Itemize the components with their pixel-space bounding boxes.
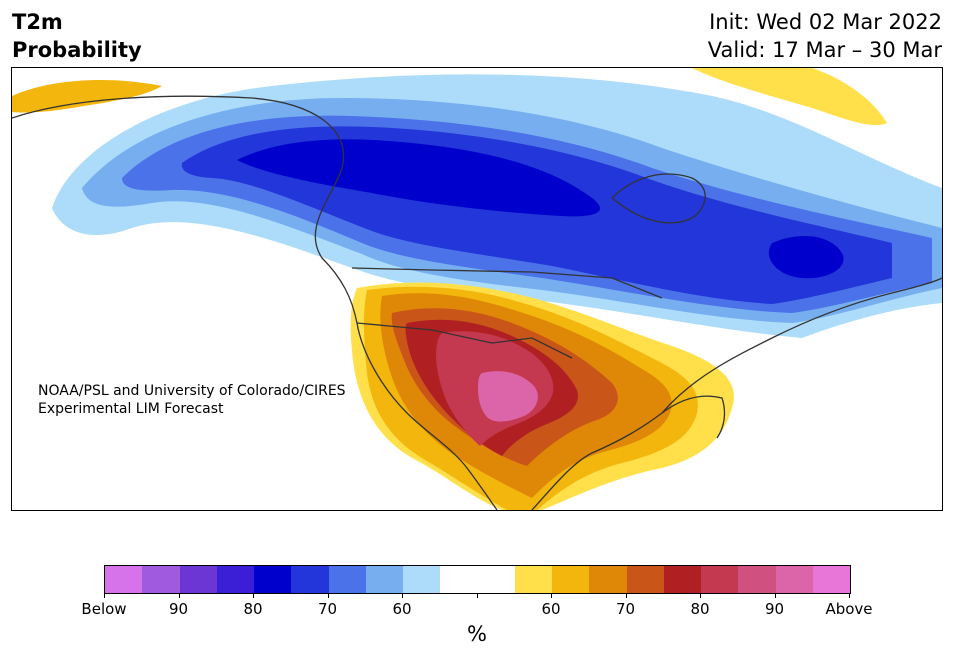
colorbar-tick-mark bbox=[327, 593, 329, 598]
colorbar-segment bbox=[142, 566, 180, 593]
colorbar-tick-label: 90 bbox=[764, 600, 785, 618]
colorbar-segment bbox=[105, 566, 143, 593]
colorbar-tick-label: 70 bbox=[317, 600, 338, 618]
chart-title: T2m Probability bbox=[12, 8, 142, 64]
colorbar-segment bbox=[589, 566, 627, 593]
colorbar-segment bbox=[701, 566, 739, 593]
below-band-80 bbox=[237, 139, 601, 217]
forecast-dates: Init: Wed 02 Mar 2022 Valid: 17 Mar – 30… bbox=[708, 8, 942, 64]
above-band-greenland bbox=[692, 68, 887, 126]
colorbar-tick-label: 70 bbox=[615, 600, 636, 618]
title-line-1: T2m bbox=[12, 10, 63, 34]
title-line-2: Probability bbox=[12, 38, 142, 62]
colorbar-segment bbox=[626, 566, 664, 593]
above-band-90 bbox=[478, 371, 538, 422]
colorbar-tick-label: 90 bbox=[168, 600, 189, 618]
colorbar-tick-mark bbox=[104, 593, 105, 598]
init-date: Init: Wed 02 Mar 2022 bbox=[709, 10, 942, 34]
credit-line-2: Experimental LIM Forecast bbox=[38, 401, 224, 417]
colorbar-tick-label: 80 bbox=[690, 600, 710, 618]
colorbar-segment bbox=[738, 566, 776, 593]
colorbar-segment bbox=[216, 566, 254, 593]
colorbar-tick-label: 80 bbox=[243, 600, 263, 618]
colorbar-segment bbox=[552, 566, 590, 593]
colorbar-tick-mark bbox=[402, 593, 403, 598]
map-panel bbox=[11, 67, 943, 511]
credit-text: NOAA/PSL and University of Colorado/CIRE… bbox=[38, 382, 346, 418]
colorbar bbox=[104, 565, 851, 594]
colorbar-tick-mark bbox=[625, 593, 627, 598]
colorbar-tick-mark bbox=[476, 593, 478, 598]
coastlines bbox=[12, 95, 942, 510]
colorbar-segment bbox=[403, 566, 441, 593]
above-band-alaska bbox=[12, 80, 162, 113]
colorbar-segment bbox=[365, 566, 403, 593]
colorbar-tick-label: 60 bbox=[392, 600, 412, 618]
credit-line-1: NOAA/PSL and University of Colorado/CIRE… bbox=[38, 383, 346, 399]
colorbar-segment bbox=[514, 566, 552, 593]
valid-range: Valid: 17 Mar – 30 Mar bbox=[707, 38, 942, 62]
colorbar-segment bbox=[775, 566, 813, 593]
colorbar-tick-mark bbox=[700, 593, 701, 598]
colorbar-tick-mark bbox=[253, 593, 254, 598]
colorbar-tick-mark bbox=[178, 593, 180, 598]
colorbar-tick-label: Below bbox=[81, 600, 127, 618]
colorbar-tick-mark bbox=[849, 593, 850, 598]
colorbar-unit-label: % bbox=[467, 622, 487, 646]
colorbar-segment bbox=[328, 566, 366, 593]
below-band-80b bbox=[768, 235, 844, 279]
colorbar-segment bbox=[663, 566, 701, 593]
colorbar-segment bbox=[477, 566, 515, 593]
probability-map bbox=[12, 68, 942, 510]
colorbar-segment bbox=[254, 566, 292, 593]
colorbar-tick-label: 60 bbox=[541, 600, 561, 618]
colorbar-segment bbox=[291, 566, 329, 593]
colorbar-tick-mark bbox=[774, 593, 776, 598]
colorbar-segment bbox=[812, 566, 850, 593]
colorbar-segment bbox=[440, 566, 478, 593]
colorbar-segment bbox=[179, 566, 217, 593]
colorbar-tick-mark bbox=[551, 593, 552, 598]
colorbar-tick-label: Above bbox=[825, 600, 873, 618]
